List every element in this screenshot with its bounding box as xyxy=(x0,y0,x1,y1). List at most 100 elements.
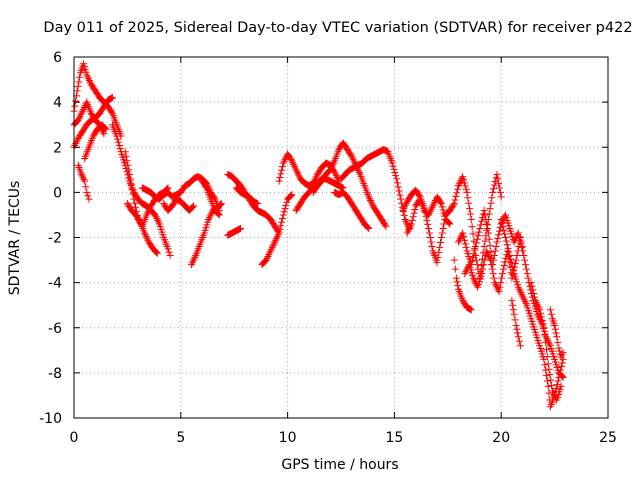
data-point xyxy=(514,333,522,341)
data-point xyxy=(74,116,82,124)
data-point xyxy=(534,302,542,310)
data-point xyxy=(188,259,196,267)
data-point xyxy=(512,256,520,264)
data-point xyxy=(508,297,516,305)
data-point xyxy=(293,168,301,176)
data-point xyxy=(472,243,480,251)
data-point xyxy=(81,177,89,185)
data-point xyxy=(425,209,433,217)
data-point xyxy=(278,166,286,174)
data-point xyxy=(502,237,510,245)
data-point xyxy=(125,174,133,182)
data-point xyxy=(393,179,401,187)
data-point xyxy=(401,203,409,211)
data-point xyxy=(405,225,413,233)
data-point xyxy=(83,188,91,196)
data-point xyxy=(508,262,516,270)
data-point xyxy=(290,160,298,168)
data-point xyxy=(202,183,210,191)
data-point xyxy=(277,222,285,230)
data-point xyxy=(553,333,561,341)
data-point xyxy=(143,209,151,217)
data-point xyxy=(552,329,560,337)
data-point xyxy=(279,211,287,219)
data-point xyxy=(392,172,400,180)
data-point xyxy=(402,201,410,209)
data-point xyxy=(286,192,294,200)
data-point xyxy=(536,306,544,314)
data-point xyxy=(473,281,481,289)
data-point xyxy=(355,169,363,177)
data-point xyxy=(454,182,462,190)
data-point xyxy=(499,223,507,231)
data-point xyxy=(490,181,498,189)
data-point xyxy=(472,239,480,247)
data-point xyxy=(363,223,371,231)
y-tick-label: -6 xyxy=(48,321,62,337)
data-series-pass-30 xyxy=(546,306,567,361)
data-point xyxy=(123,157,131,165)
data-series-pass-13 xyxy=(224,224,245,239)
data-point xyxy=(74,82,82,90)
data-point xyxy=(403,229,411,237)
y-tick-label: -2 xyxy=(48,231,62,247)
data-point xyxy=(141,231,149,239)
data-point xyxy=(476,224,484,232)
data-point xyxy=(287,192,295,200)
data-point xyxy=(108,108,116,116)
data-point xyxy=(113,132,121,140)
data-point xyxy=(449,201,457,209)
data-point xyxy=(496,283,504,291)
data-point xyxy=(548,387,556,395)
data-point xyxy=(495,227,503,235)
x-tick-label: 25 xyxy=(599,430,617,446)
data-point xyxy=(440,209,448,217)
data-point xyxy=(492,280,500,288)
data-point xyxy=(272,234,280,242)
data-point xyxy=(477,221,485,229)
data-point xyxy=(84,192,92,200)
data-point xyxy=(144,236,152,244)
data-point xyxy=(488,265,496,273)
data-point xyxy=(214,210,222,218)
data-point xyxy=(491,279,499,287)
data-point xyxy=(468,257,476,265)
data-point xyxy=(237,224,245,232)
data-point xyxy=(78,109,86,117)
data-point xyxy=(407,222,415,230)
data-point xyxy=(75,114,83,122)
data-point xyxy=(444,218,452,226)
data-point xyxy=(409,213,417,221)
data-point xyxy=(126,175,134,183)
data-point xyxy=(433,258,441,266)
data-point xyxy=(515,337,523,345)
data-point xyxy=(461,270,469,278)
data-point xyxy=(270,240,278,248)
data-point xyxy=(505,248,513,256)
data-point xyxy=(543,335,551,343)
data-point xyxy=(498,270,506,278)
data-point xyxy=(451,196,459,204)
data-point xyxy=(77,111,85,119)
data-point xyxy=(71,102,79,110)
data-point xyxy=(84,73,92,81)
data-point xyxy=(411,206,419,214)
data-point xyxy=(541,361,549,369)
data-point xyxy=(501,234,509,241)
data-point xyxy=(278,163,286,171)
data-point xyxy=(460,179,468,187)
data-point xyxy=(544,360,552,368)
data-point xyxy=(496,188,504,196)
data-point xyxy=(441,212,449,220)
data-point xyxy=(475,228,483,236)
data-point xyxy=(546,371,554,379)
data-point xyxy=(523,270,531,278)
data-point xyxy=(73,87,81,95)
data-point xyxy=(124,161,132,169)
x-axis-label: GPS time / hours xyxy=(281,457,398,473)
data-point xyxy=(295,171,303,179)
data-point xyxy=(469,253,477,261)
data-point xyxy=(80,104,88,112)
data-series-pass-29 xyxy=(527,279,565,404)
data-point xyxy=(288,157,296,165)
